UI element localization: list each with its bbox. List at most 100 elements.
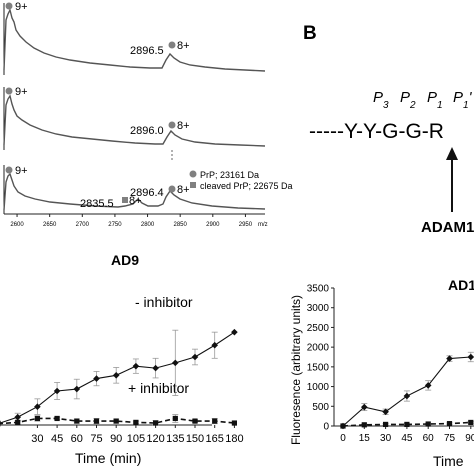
- ad1-y-tick-label: 2000: [307, 343, 330, 354]
- position-p2: P2: [400, 89, 416, 111]
- ad1-x-tick-label: 0: [340, 433, 346, 444]
- spectrum-trace: [3, 7, 266, 72]
- legend-circle-marker: [189, 170, 197, 178]
- ad9-x-tick-label: 75: [90, 433, 102, 445]
- enzyme-label: ADAM1: [421, 219, 474, 236]
- ad9-x-tick-label: 165: [206, 433, 224, 445]
- ad1-y-tick-label: 500: [312, 402, 329, 413]
- ad1-ylabel: Fluoresence (arbitrary units): [289, 295, 303, 445]
- position-p1: P1: [427, 89, 443, 111]
- position-p1-prime: P1': [453, 89, 473, 111]
- ad1-y-tick-label: 2500: [307, 323, 330, 334]
- ad1-point-solid: [403, 392, 411, 400]
- mass-spectra-panel: 9+ 8+ 2896.5 9+ 8+ 2896.0 9+ 8+ 2896.4: [3, 1, 293, 228]
- ad9-point-plus-inhibitor: [212, 418, 218, 424]
- ad1-point-solid: [446, 355, 453, 362]
- ad9-x-tick-label: 30: [31, 433, 43, 445]
- peak-8-marker: [168, 41, 176, 49]
- ad9-point-plus-inhibitor: [0, 421, 1, 427]
- ad9-point-plus-inhibitor: [34, 415, 40, 422]
- ad9-point-plus-inhibitor: [172, 415, 178, 422]
- ad9-point-plus-inhibitor: [153, 420, 159, 426]
- spectra-x-tick-label: 2850: [173, 222, 187, 228]
- ad1-x-tick-label: 45: [401, 433, 413, 444]
- peak-9-marker: [5, 166, 13, 174]
- ad9-point-minus-inhibitor: [14, 413, 21, 421]
- ad1-point-dashed: [425, 421, 431, 427]
- ad9-point-plus-inhibitor: [192, 418, 198, 424]
- ad9-point-minus-inhibitor: [73, 385, 81, 393]
- mass-label: 2896.5: [130, 45, 164, 57]
- ad9-point-minus-inhibitor: [191, 353, 199, 361]
- ad9-x-tick-label: 45: [51, 433, 63, 445]
- ad9-point-minus-inhibitor: [112, 372, 120, 379]
- panel-b-label: B: [303, 23, 317, 44]
- ad1-point-solid: [467, 353, 474, 361]
- ad1-x-tick-label: 75: [444, 433, 456, 444]
- ad1-point-solid: [361, 403, 368, 411]
- ad1-x-tick-label: 30: [380, 433, 392, 444]
- peptide-sequence: -----Y-Y-G-G-R: [309, 120, 444, 143]
- spectrum-1: 9+ 8+ 2896.5: [3, 1, 266, 75]
- spectrum-trace: [3, 94, 266, 147]
- cleavage-arrow: [446, 147, 458, 212]
- legend-square-marker: [190, 182, 196, 188]
- ad1-point-solid: [424, 382, 432, 389]
- ad9-series-minus-inhibitor-line: [0, 331, 235, 424]
- peak-9-label: 9+: [15, 1, 28, 13]
- arrow-head: [446, 147, 458, 160]
- ad9-point-minus-inhibitor: [34, 403, 41, 410]
- ad9-x-tick-label: 120: [146, 433, 164, 445]
- ad9-x-tick-label: 180: [225, 433, 243, 445]
- ad1-point-dashed: [468, 419, 474, 426]
- ad9-title: AD9: [111, 252, 139, 268]
- ad1-point-solid: [382, 408, 389, 416]
- ad1-y-tick-label: 3000: [307, 303, 330, 314]
- ad1-point-dashed: [404, 421, 410, 428]
- ad9-point-plus-inhibitor: [74, 418, 80, 424]
- ad9-x-tick-label: 60: [71, 433, 83, 445]
- peak-8-marker: [168, 121, 176, 129]
- ad1-y-tick-label: 3500: [307, 284, 330, 295]
- ad1-point-dashed: [361, 422, 367, 428]
- ad1-y-tick-label: 1000: [307, 382, 330, 393]
- peak-9-marker: [5, 87, 13, 95]
- peak-9-label: 9+: [15, 165, 28, 177]
- ad9-point-plus-inhibitor: [15, 419, 21, 425]
- spectra-x-tick-label: 2600: [10, 222, 24, 228]
- peak-8-marker: [168, 185, 176, 193]
- peak-8-label: 8+: [177, 40, 190, 52]
- cleaved-peak-marker: [122, 197, 128, 203]
- ad9-point-plus-inhibitor: [54, 415, 60, 422]
- peak-8-label: 8+: [177, 120, 190, 132]
- spectra-x-tick-label: 2800: [141, 222, 155, 228]
- mass-label: 2896.0: [130, 125, 164, 137]
- legend-label-prp: PrP; 23161 Da: [200, 170, 259, 180]
- ad1-xlabel: Time: [433, 453, 464, 469]
- peak-9-label: 9+: [15, 86, 28, 98]
- cleavage-site-panel: B P3 P2 P1 P1' -----Y-Y-G-G-R ADAM1: [303, 23, 474, 236]
- ad9-x-tick-label: 105: [127, 433, 145, 445]
- ad9-xlabel: Time (min): [75, 450, 141, 466]
- ad9-point-minus-inhibitor: [231, 328, 238, 336]
- ad9-chart: AD9 - inhibitor + inhibitor 30 45 60 75 90 10…: [0, 252, 244, 466]
- peak-9-marker: [5, 2, 13, 10]
- spectrum-2: 9+ 8+ 2896.0: [3, 86, 266, 160]
- ad9-point-plus-inhibitor: [231, 420, 237, 426]
- spectrum-trace: [3, 172, 266, 211]
- ad1-x-tick-label: 90: [465, 433, 474, 444]
- ad9-point-minus-inhibitor: [152, 364, 159, 372]
- cleaved-peak-label: 8+: [129, 195, 142, 207]
- spectra-x-tick-label: 2700: [76, 222, 90, 228]
- position-p3: P3: [373, 89, 389, 111]
- mass-label: 2896.4: [130, 187, 164, 199]
- ad9-point-plus-inhibitor: [93, 418, 100, 424]
- ad1-x-tick-label: 15: [359, 433, 371, 444]
- ad1-chart: AD1 Fluoresence (arbitrary units) 0 500 10…: [289, 277, 474, 469]
- spectra-x-tick-label: 2750: [108, 222, 122, 228]
- ad1-point-dashed: [383, 421, 389, 428]
- spectra-x-tick-label: 2950: [239, 222, 253, 228]
- ad9-point-minus-inhibitor: [172, 359, 179, 367]
- ad9-point-minus-inhibitor: [132, 362, 140, 370]
